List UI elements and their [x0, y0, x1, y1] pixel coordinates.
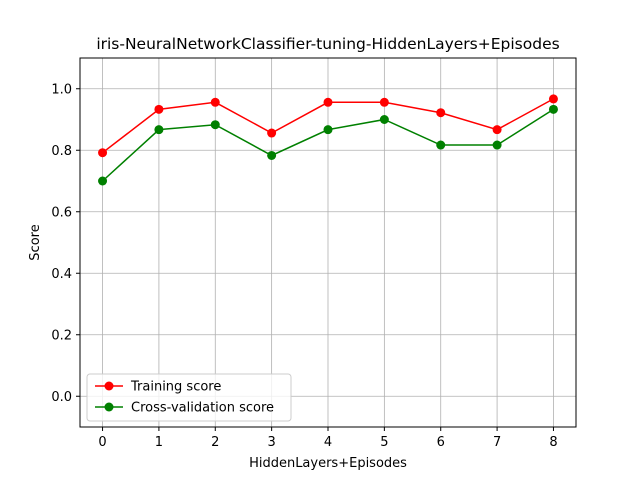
x-tick-label: 5	[380, 435, 388, 450]
x-tick-label: 6	[437, 435, 445, 450]
data-point-0-2	[210, 97, 220, 107]
y-tick-label: 0.4	[51, 267, 72, 282]
data-point-1-3	[267, 150, 277, 160]
data-point-1-4	[323, 125, 333, 135]
legend-label-1: Cross-validation score	[131, 401, 274, 416]
data-point-0-0	[98, 148, 108, 158]
legend: Training score Cross-validation score	[86, 373, 292, 422]
data-point-1-1	[154, 125, 164, 135]
data-point-1-5	[379, 115, 389, 124]
y-tick-label: 0.0	[51, 390, 72, 405]
y-tick-label: 0.8	[51, 144, 72, 159]
legend-box	[86, 373, 292, 422]
y-tick-label: 0.6	[51, 205, 72, 220]
data-point-0-7	[492, 125, 502, 135]
x-tick-label: 1	[155, 435, 163, 450]
data-point-0-4	[323, 97, 333, 107]
data-point-0-3	[267, 128, 277, 138]
y-axis-label: Score	[28, 224, 43, 260]
data-point-1-7	[492, 140, 502, 150]
y-tick-label: 0.2	[51, 328, 72, 343]
data-point-0-5	[379, 97, 389, 107]
data-point-0-1	[154, 104, 164, 114]
ticks: 0 1 2 3 4 5 6 7 8 0.0 0.2 0.4 0.6 0.8 1.0	[51, 82, 557, 450]
data-point-0-6	[436, 108, 446, 118]
x-tick-label: 8	[549, 435, 557, 450]
x-tick-label: 2	[211, 435, 219, 450]
data-point-1-0	[98, 176, 108, 186]
legend-marker-1	[104, 402, 114, 412]
series-layer	[98, 94, 558, 186]
x-axis-label: HiddenLayers+Episodes	[249, 456, 407, 471]
data-point-1-2	[210, 120, 220, 130]
x-tick-label: 3	[267, 435, 275, 450]
legend-label-0: Training score	[130, 380, 221, 395]
x-tick-label: 7	[493, 435, 501, 450]
data-point-1-6	[436, 140, 446, 150]
y-tick-label: 1.0	[51, 82, 72, 97]
chart-title: iris-NeuralNetworkClassifier-tuning-Hidd…	[96, 35, 559, 53]
x-tick-label: 0	[98, 435, 106, 450]
legend-marker-0	[104, 381, 114, 391]
data-point-0-8	[548, 94, 558, 104]
x-tick-label: 4	[324, 435, 332, 450]
data-point-1-8	[548, 104, 558, 114]
